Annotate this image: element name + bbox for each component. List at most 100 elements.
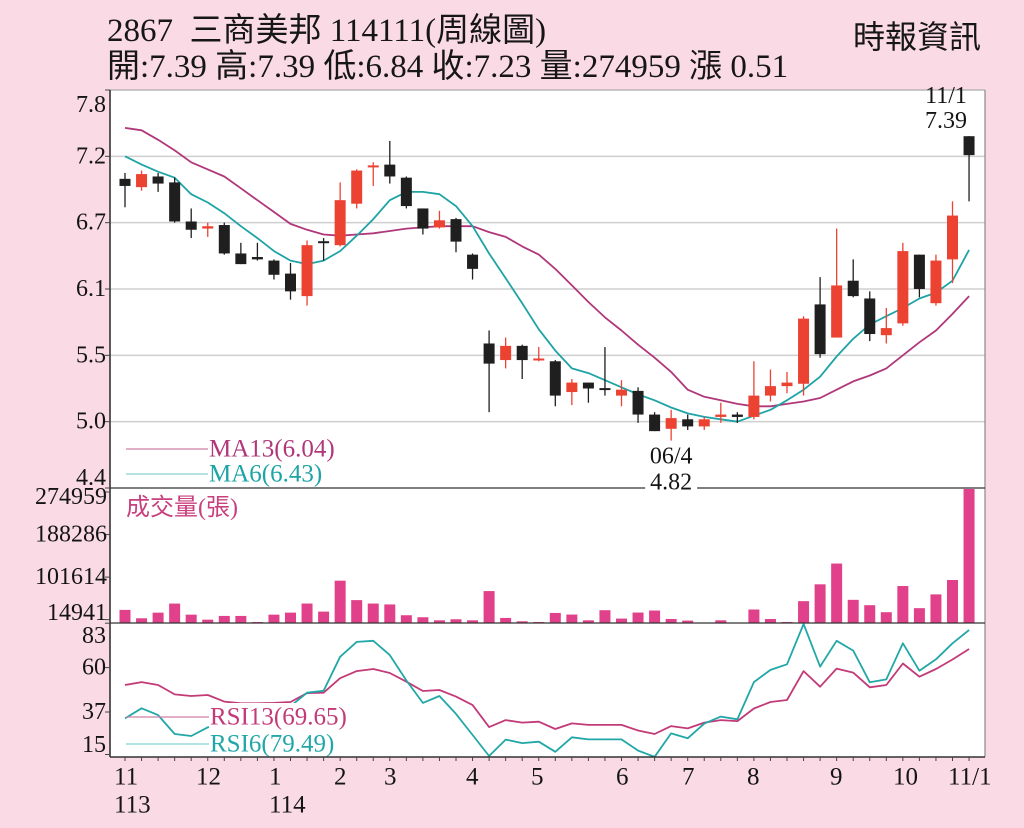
volume-bar [930, 594, 942, 623]
volume-bar [235, 615, 247, 623]
candle-body [351, 170, 363, 204]
volume-bar [268, 614, 280, 623]
candlesticks [119, 136, 975, 441]
volume-bar [814, 584, 826, 623]
volume-panel-label: 成交量(張) [126, 494, 238, 521]
candle-body [864, 298, 876, 335]
candle-body [467, 254, 479, 269]
candle-body [582, 382, 594, 389]
price-tick-label: 5.0 [76, 409, 106, 435]
rsi-tick-label: 37 [82, 699, 106, 725]
candle-body [301, 245, 313, 297]
volume-bar [119, 609, 131, 623]
candle-down [285, 262, 296, 300]
candle-down [549, 360, 561, 407]
candle-body [235, 253, 247, 265]
volume-bar [632, 612, 644, 623]
candle-up [136, 170, 148, 191]
month-label: 2 [334, 764, 347, 791]
candle-down [318, 238, 330, 261]
candle-up [831, 228, 843, 338]
candle-body [798, 318, 810, 384]
candle-down [913, 254, 925, 298]
candle-body [367, 165, 379, 168]
rsi-legend: RSI13(69.65)RSI6(79.49) [126, 703, 353, 758]
volume-bar [649, 610, 661, 623]
candle-down [119, 172, 131, 208]
candle-body [500, 345, 512, 361]
legend-label: MA6(6.43) [209, 461, 322, 488]
month-label: 9 [830, 764, 843, 791]
candle-up [781, 371, 793, 394]
volume-bar [467, 620, 479, 623]
candle-up [897, 242, 909, 326]
candle-up [930, 254, 942, 306]
volume-bar [864, 605, 876, 623]
candle-body [285, 273, 296, 292]
candle-down [400, 176, 412, 209]
price-annotations: 11/17.39 06/44.82 [645, 83, 967, 496]
candle-body [880, 328, 892, 336]
candle-body [599, 388, 611, 391]
candle-body [748, 395, 760, 417]
legend-rsi13: RSI13(69.65) [126, 703, 353, 731]
volume-bar [218, 615, 230, 623]
candle-body [119, 178, 131, 186]
volume-bar [682, 620, 694, 623]
candle-up [301, 240, 313, 306]
candle-up [715, 402, 727, 423]
candle-up [500, 337, 512, 369]
candle-down [864, 291, 876, 342]
volume-tick-label: 101614 [35, 564, 107, 590]
candle-down [152, 172, 164, 192]
volume-bar [847, 599, 859, 623]
volume-bar [483, 591, 495, 623]
candle-up [616, 380, 627, 407]
candle-body [549, 361, 561, 396]
legend-ma13: MA13(6.04) [126, 436, 335, 463]
price-tick-label: 4.4 [76, 465, 106, 491]
rsi-tick-label: 83 [82, 623, 106, 649]
month-label: 11 [114, 764, 138, 791]
chart-title: 2867 三商美邦 114111(周線圖) [107, 13, 547, 49]
candle-down [599, 347, 611, 396]
candle-body [963, 136, 975, 156]
candle-body [665, 418, 677, 429]
volume-bar [748, 609, 760, 623]
source-label: 時報資訊 [853, 19, 982, 55]
rsi-tick-label: 15 [82, 732, 106, 758]
candle-body [566, 382, 578, 393]
candle-down [649, 412, 661, 432]
ma-legend: MA13(6.04)MA6(6.43) [126, 436, 335, 488]
candle-down [467, 253, 479, 280]
candle-body [268, 260, 280, 275]
volume-bar [963, 489, 975, 623]
candle-up [665, 409, 677, 441]
latest-price-annotation: 11/17.39 [925, 83, 967, 134]
candle-body [218, 225, 230, 254]
volume-bar [764, 618, 776, 623]
candle-up [351, 169, 363, 209]
month-label: 6 [616, 764, 629, 791]
candle-down [384, 140, 396, 184]
candle-up [566, 379, 578, 406]
candle-body [202, 226, 214, 229]
candle-up [433, 210, 445, 229]
volume-tick-label: 274959 [35, 484, 107, 510]
month-label: 7 [682, 764, 695, 791]
plot-background [110, 90, 985, 757]
ma6-line [124, 155, 970, 423]
candle-up [367, 162, 379, 186]
candle-body [897, 251, 909, 324]
price-tick-label: 5.5 [76, 342, 106, 368]
month-label: 5 [531, 764, 544, 791]
month-label: 11/1 [948, 764, 992, 791]
candle-up [798, 316, 810, 396]
volume-bar [566, 614, 578, 623]
month-label: 12 [196, 764, 221, 791]
volume-bar [549, 612, 561, 623]
candle-body [731, 414, 743, 417]
candle-body [450, 219, 462, 242]
candle-body [715, 414, 727, 417]
volume-tick-label: 188286 [35, 522, 107, 548]
